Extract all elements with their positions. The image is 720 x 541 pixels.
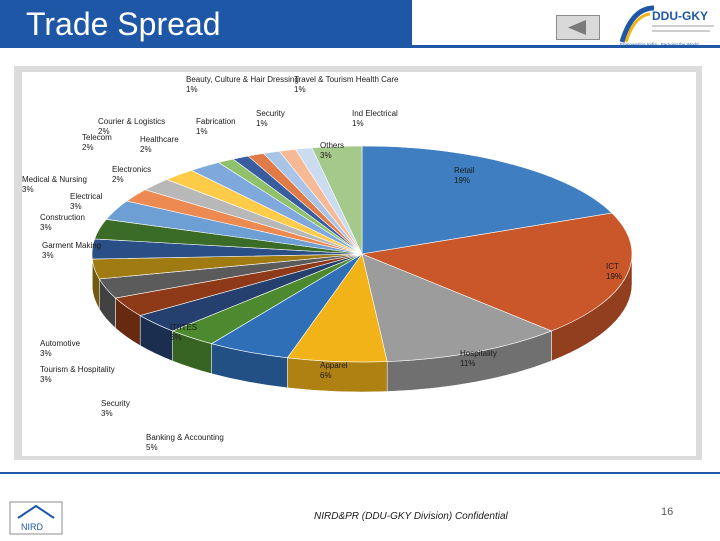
svg-text:DDU-GKY: DDU-GKY (652, 9, 708, 23)
page-title: Trade Spread (26, 6, 220, 43)
slide-header: Trade Spread DDU-GKY Empowering India · … (0, 0, 720, 50)
pie-slices (92, 146, 632, 392)
back-button[interactable] (556, 15, 600, 40)
svg-text:NIRD: NIRD (21, 522, 43, 532)
footer-rule (0, 472, 720, 474)
triangle-left-icon (557, 16, 599, 39)
title-bar: Trade Spread (0, 0, 412, 48)
ddu-gky-logo-graphic: DDU-GKY Empowering India · Ferrying the … (618, 2, 718, 48)
ddu-gky-logo: DDU-GKY Empowering India · Ferrying the … (618, 2, 718, 48)
nird-logo-graphic: NIRD (8, 500, 64, 536)
svg-text:Empowering India · Ferrying th: Empowering India · Ferrying the World (620, 42, 699, 47)
nird-logo: NIRD (8, 500, 64, 536)
footer-confidential: NIRD&PR (DDU-GKY Division) Confidential (314, 511, 508, 522)
page-number: 16 (661, 506, 673, 518)
